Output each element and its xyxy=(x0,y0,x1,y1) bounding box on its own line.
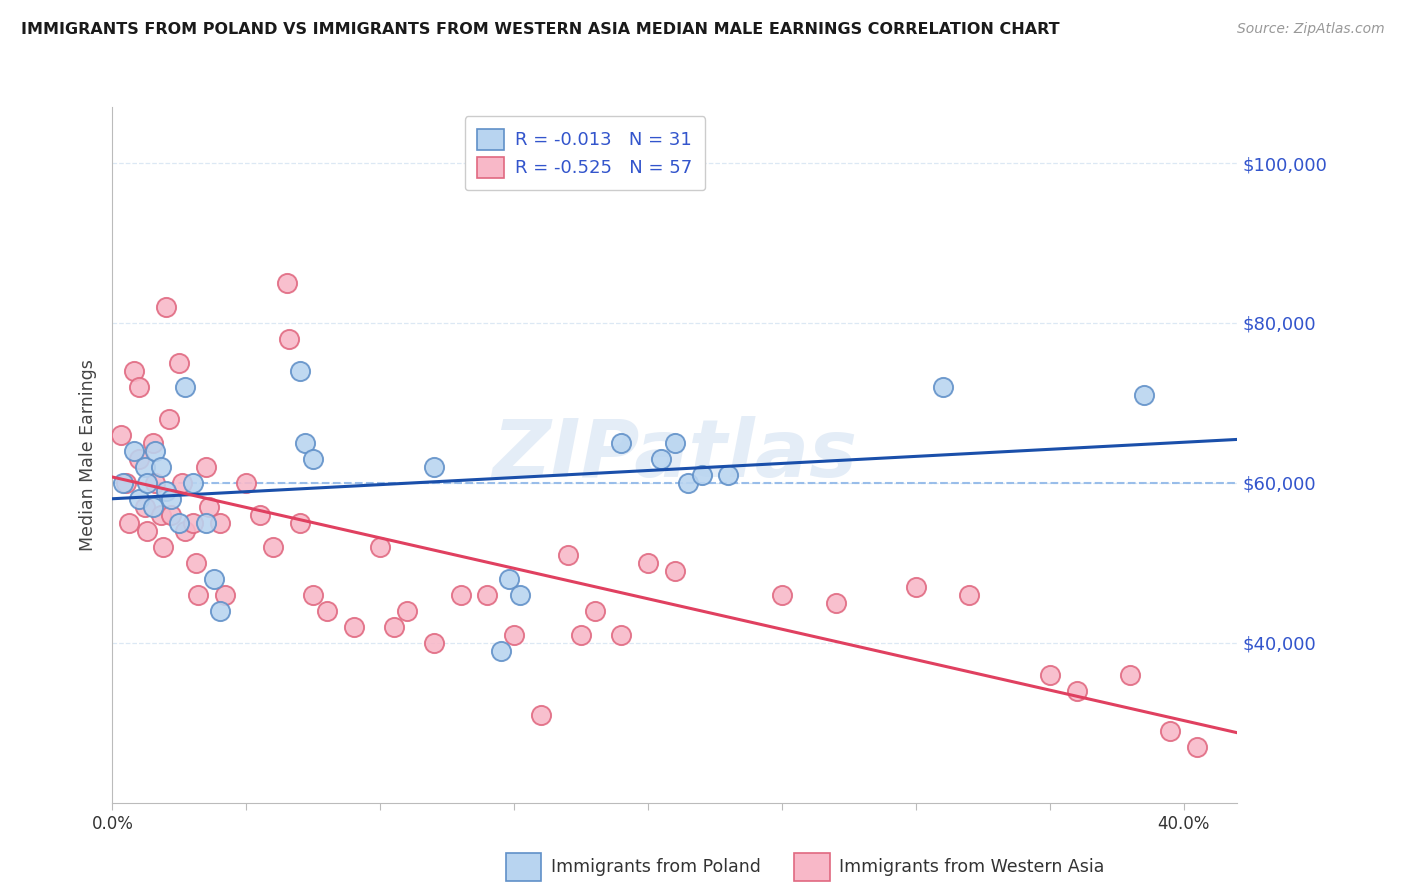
Point xyxy=(717,467,740,482)
Point xyxy=(235,475,257,490)
Point xyxy=(110,428,132,442)
Point xyxy=(1132,388,1154,402)
Point xyxy=(202,572,225,586)
Point xyxy=(294,436,316,450)
Point xyxy=(637,556,659,570)
Point xyxy=(169,516,191,530)
Point xyxy=(128,380,150,394)
Point xyxy=(198,500,221,514)
Text: Immigrants from Poland: Immigrants from Poland xyxy=(551,858,761,876)
Point xyxy=(169,356,191,370)
Point xyxy=(382,620,405,634)
Point xyxy=(152,540,174,554)
Point xyxy=(142,436,165,450)
Point xyxy=(302,451,325,466)
Point xyxy=(187,588,209,602)
Text: Immigrants from Western Asia: Immigrants from Western Asia xyxy=(839,858,1105,876)
Point xyxy=(208,516,231,530)
Point xyxy=(423,459,446,474)
Point xyxy=(664,564,686,578)
Point xyxy=(160,508,183,522)
Point xyxy=(610,628,633,642)
Point xyxy=(122,444,145,458)
Point xyxy=(128,491,150,506)
Point xyxy=(208,604,231,618)
Point xyxy=(450,588,472,602)
Point xyxy=(1039,668,1062,682)
Point xyxy=(136,524,159,538)
Point xyxy=(477,588,499,602)
Point xyxy=(134,500,156,514)
Point xyxy=(1119,668,1142,682)
Point xyxy=(1066,683,1088,698)
Point xyxy=(904,580,927,594)
Point xyxy=(498,572,520,586)
Point xyxy=(423,636,446,650)
Point xyxy=(214,588,236,602)
Point xyxy=(664,436,686,450)
Text: Source: ZipAtlas.com: Source: ZipAtlas.com xyxy=(1237,22,1385,37)
Point xyxy=(173,380,195,394)
Point xyxy=(690,467,713,482)
Point xyxy=(610,436,633,450)
Point xyxy=(128,451,150,466)
Text: ZIPatlas: ZIPatlas xyxy=(492,416,858,494)
Point xyxy=(569,628,592,642)
Point xyxy=(583,604,606,618)
Point xyxy=(134,459,156,474)
Point xyxy=(931,380,953,394)
Point xyxy=(195,459,218,474)
Y-axis label: Median Male Earnings: Median Male Earnings xyxy=(79,359,97,551)
Text: IMMIGRANTS FROM POLAND VS IMMIGRANTS FROM WESTERN ASIA MEDIAN MALE EARNINGS CORR: IMMIGRANTS FROM POLAND VS IMMIGRANTS FRO… xyxy=(21,22,1060,37)
Point xyxy=(278,332,301,346)
Point xyxy=(315,604,337,618)
Point xyxy=(115,475,138,490)
Point xyxy=(489,644,512,658)
Point xyxy=(195,516,218,530)
Point xyxy=(262,540,284,554)
Point xyxy=(155,483,177,498)
Point xyxy=(276,276,298,290)
Point xyxy=(136,475,159,490)
Point xyxy=(1185,739,1208,754)
Point xyxy=(142,500,165,514)
Point xyxy=(678,475,700,490)
Point xyxy=(770,588,793,602)
Point xyxy=(155,300,177,314)
Point xyxy=(149,508,172,522)
Point xyxy=(824,596,846,610)
Point xyxy=(172,475,194,490)
Point xyxy=(149,459,172,474)
Point xyxy=(181,475,204,490)
Point xyxy=(509,588,531,602)
Point xyxy=(249,508,271,522)
Point xyxy=(530,707,553,722)
Point xyxy=(157,412,180,426)
Point xyxy=(143,444,166,458)
Point xyxy=(302,588,325,602)
Point xyxy=(396,604,419,618)
Legend: R = -0.013   N = 31, R = -0.525   N = 57: R = -0.013 N = 31, R = -0.525 N = 57 xyxy=(464,116,706,190)
Point xyxy=(368,540,391,554)
Point xyxy=(959,588,981,602)
Point xyxy=(160,491,183,506)
Point xyxy=(1159,723,1181,738)
Point xyxy=(557,548,579,562)
Point xyxy=(650,451,672,466)
Point xyxy=(181,516,204,530)
Point xyxy=(342,620,364,634)
Point xyxy=(173,524,195,538)
Point xyxy=(184,556,207,570)
Point xyxy=(288,364,311,378)
Point xyxy=(143,475,166,490)
Point xyxy=(117,516,139,530)
Point xyxy=(122,364,145,378)
Point xyxy=(112,475,135,490)
Point xyxy=(288,516,311,530)
Point xyxy=(503,628,526,642)
